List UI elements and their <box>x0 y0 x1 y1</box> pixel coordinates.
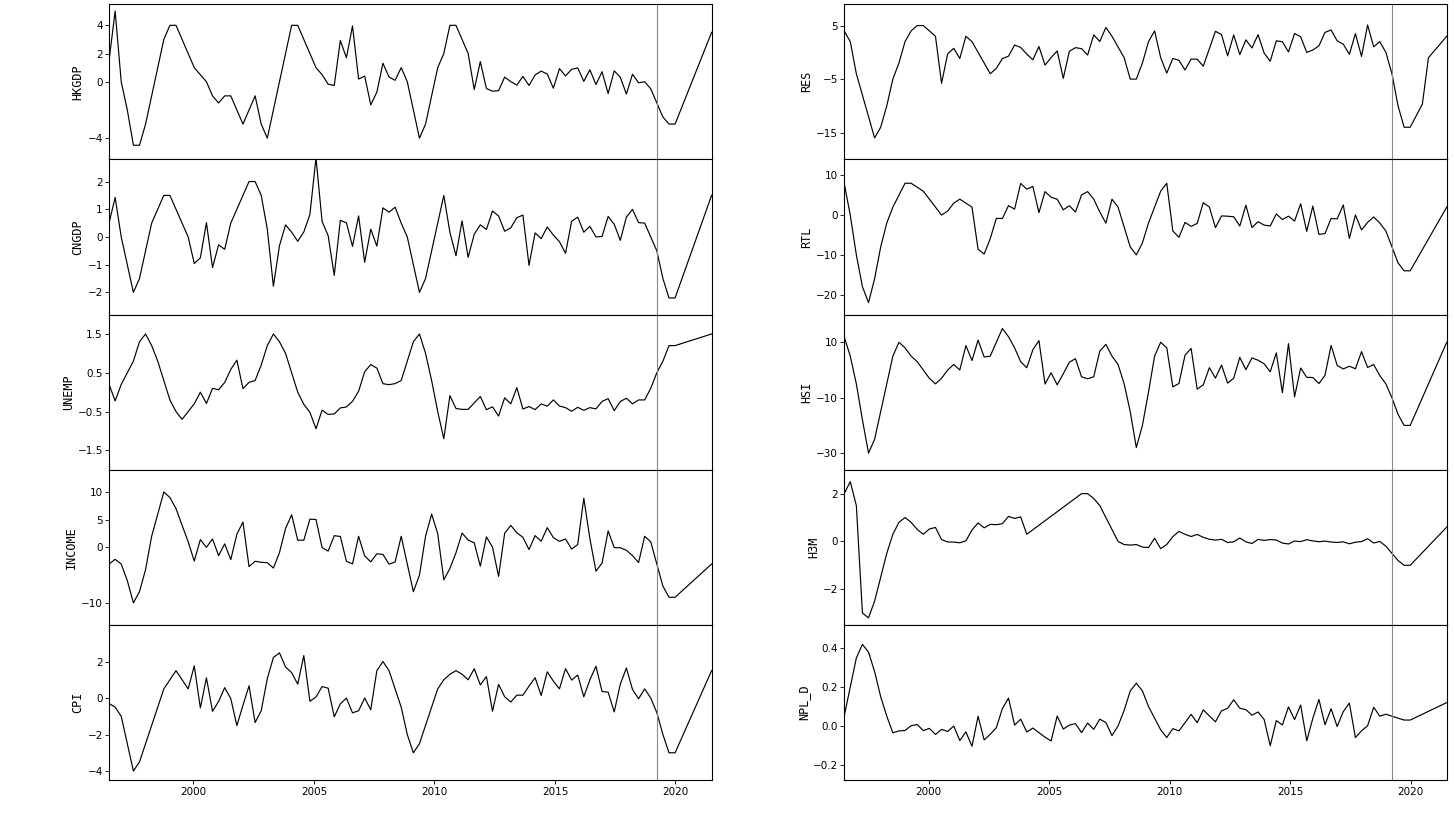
Y-axis label: CPI: CPI <box>71 692 84 713</box>
Y-axis label: RTL: RTL <box>800 227 813 247</box>
Y-axis label: INCOME: INCOME <box>65 526 79 569</box>
Y-axis label: UNEMP: UNEMP <box>61 374 74 410</box>
Y-axis label: H3M: H3M <box>807 537 820 558</box>
Y-axis label: NPL_D: NPL_D <box>797 685 810 720</box>
Y-axis label: HSI: HSI <box>800 382 813 403</box>
Y-axis label: HKGDP: HKGDP <box>71 64 84 100</box>
Y-axis label: CNGDP: CNGDP <box>71 219 84 255</box>
Y-axis label: RES: RES <box>800 71 813 92</box>
